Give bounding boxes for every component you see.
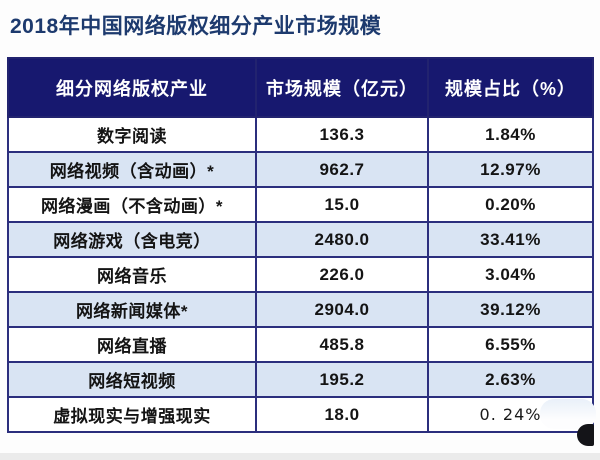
table-row: 网络漫画（不含动画）* 15.0 0.20% (7, 186, 594, 223)
market-scale-cell: 195.2 (255, 361, 429, 398)
table-row: 网络直播 485.8 6.55% (7, 326, 594, 363)
industry-cell: 虚拟现实与增强现实 (7, 396, 257, 433)
table-row: 网络视频（含动画）* 962.7 12.97% (7, 151, 594, 188)
share-cell: 3.04% (427, 256, 594, 293)
share-cell: 12.97% (427, 151, 594, 188)
share-cell: 1.84% (427, 116, 594, 153)
industry-cell: 数字阅读 (7, 116, 257, 153)
industry-cell: 网络视频（含动画）* (7, 151, 257, 188)
column-header-industry: 细分网络版权产业 (7, 57, 257, 118)
table-row: 虚拟现实与增强现实 18.0 0. 24% (7, 396, 594, 433)
market-scale-cell: 136.3 (255, 116, 429, 153)
edit-smudge-dark (577, 424, 594, 446)
page-title: 2018年中国网络版权细分产业市场规模 (10, 15, 382, 38)
table-header-row: 细分网络版权产业 市场规模（亿元） 规模占比（%） (7, 57, 594, 118)
industry-cell: 网络短视频 (7, 361, 257, 398)
bottom-edge-strip (0, 453, 600, 460)
table-row: 网络新闻媒体* 2904.0 39.12% (7, 291, 594, 328)
market-scale-cell: 15.0 (255, 186, 429, 223)
market-scale-cell: 2480.0 (255, 221, 429, 258)
table-row: 网络游戏（含电竞） 2480.0 33.41% (7, 221, 594, 258)
share-cell: 0.20% (427, 186, 594, 223)
market-scale-cell: 2904.0 (255, 291, 429, 328)
share-cell: 33.41% (427, 221, 594, 258)
market-scale-table: 细分网络版权产业 市场规模（亿元） 规模占比（%） 数字阅读 136.3 1.84%… (7, 57, 594, 433)
market-scale-cell: 226.0 (255, 256, 429, 293)
industry-cell: 网络直播 (7, 326, 257, 363)
table-row: 数字阅读 136.3 1.84% (7, 116, 594, 153)
share-cell: 2.63% (427, 361, 594, 398)
industry-cell: 网络游戏（含电竞） (7, 221, 257, 258)
industry-cell: 网络音乐 (7, 256, 257, 293)
market-scale-cell: 962.7 (255, 151, 429, 188)
table-row: 网络音乐 226.0 3.04% (7, 256, 594, 293)
share-cell: 39.12% (427, 291, 594, 328)
market-scale-cell: 485.8 (255, 326, 429, 363)
share-cell: 6.55% (427, 326, 594, 363)
market-scale-cell: 18.0 (255, 396, 429, 433)
table-body: 数字阅读 136.3 1.84% 网络视频（含动画）* 962.7 12.97% 网络漫画（… (7, 116, 594, 433)
column-header-share: 规模占比（%） (427, 57, 594, 118)
column-header-market-scale: 市场规模（亿元） (255, 57, 429, 118)
table-row: 网络短视频 195.2 2.63% (7, 361, 594, 398)
industry-cell: 网络漫画（不含动画）* (7, 186, 257, 223)
industry-cell: 网络新闻媒体* (7, 291, 257, 328)
